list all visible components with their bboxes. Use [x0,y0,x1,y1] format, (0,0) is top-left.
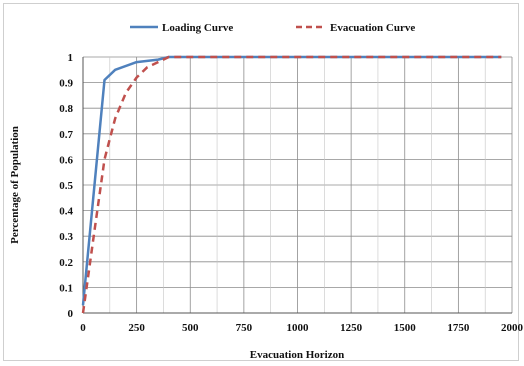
grid-lines [83,56,513,313]
x-tick-label: 1750 [447,322,470,334]
series-line-evacuation [81,55,502,314]
legend-label-loading: Loading Curve [162,22,233,34]
axes [82,57,512,314]
chart-frame [3,3,519,361]
x-tick-label: 1250 [340,322,363,334]
legend-label-evacuation: Evacuation Curve [330,22,415,34]
y-tick-label: 0.2 [59,257,73,269]
x-tick-label: 750 [236,322,253,334]
y-tick-label: 0.9 [59,78,73,90]
y-tick-label: 0.7 [59,129,73,141]
y-tick-label: 0.3 [59,231,73,243]
x-tick-label: 2000 [501,322,524,334]
series-lines [81,55,502,314]
x-tick-labels: 0 250 500 750 1000 1250 1500 1750 2000 [80,322,523,334]
x-tick-label: 1500 [394,322,417,334]
x-tick-label: 0 [80,322,86,334]
series-line-loading [81,55,502,306]
y-tick-label: 0.4 [59,206,73,218]
y-tick-labels: 0 0.1 0.2 0.3 0.4 0.5 0.6 0.7 0.8 0.9 1 [59,52,73,320]
y-tick-label: 1 [68,52,74,64]
y-tick-label: 0.1 [59,282,73,294]
y-tick-label: 0.6 [59,154,73,166]
y-tick-label: 0.5 [59,180,73,192]
y-axis-label: Percentage of Population [9,126,21,244]
y-tick-label: 0.8 [59,103,73,115]
y-tick-label: 0 [68,308,74,320]
x-axis-label: Evacuation Horizon [250,349,344,361]
legend: Loading Curve Evacuation Curve [130,22,415,34]
x-tick-label: 500 [182,322,199,334]
x-tick-label: 250 [128,322,145,334]
x-tick-label: 1000 [287,322,310,334]
